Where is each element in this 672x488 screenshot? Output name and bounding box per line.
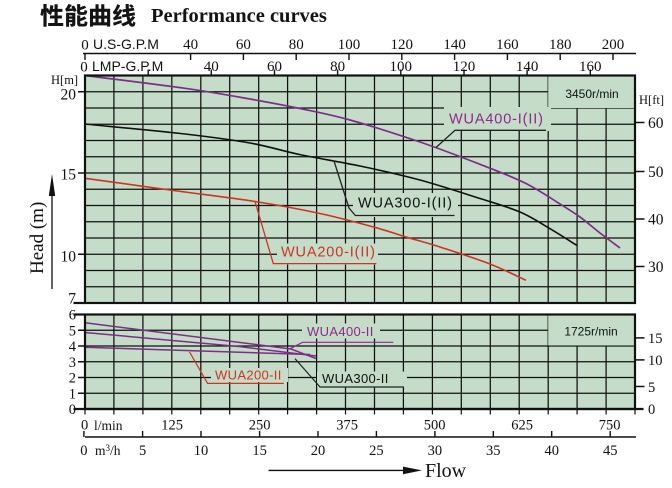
svg-text:140: 140 [443, 37, 466, 53]
svg-text:5: 5 [139, 443, 146, 459]
svg-text:WUA400-I(II): WUA400-I(II) [449, 112, 544, 128]
svg-text:5: 5 [648, 380, 655, 396]
svg-text:0: 0 [80, 60, 88, 76]
svg-text:0: 0 [80, 443, 87, 459]
svg-text:0: 0 [81, 418, 88, 434]
svg-text:125: 125 [161, 418, 183, 434]
svg-text:U.S-G.P.M: U.S-G.P.M [93, 36, 159, 52]
svg-text:40: 40 [648, 212, 664, 229]
svg-text:140: 140 [516, 59, 539, 75]
svg-text:80: 80 [289, 37, 304, 53]
svg-text:0: 0 [648, 402, 655, 418]
svg-text:0: 0 [81, 38, 89, 54]
svg-text:60: 60 [236, 37, 251, 53]
svg-text:10: 10 [648, 353, 663, 369]
svg-text:25: 25 [369, 443, 384, 459]
svg-text:7: 7 [68, 291, 76, 308]
svg-text:1: 1 [69, 386, 76, 402]
svg-text:0: 0 [69, 402, 76, 418]
svg-text:1725r/min: 1725r/min [564, 325, 617, 339]
svg-text:200: 200 [602, 37, 625, 53]
svg-text:15: 15 [252, 443, 267, 459]
svg-text:60: 60 [648, 115, 664, 132]
svg-text:375: 375 [336, 418, 358, 434]
svg-text:H[m]: H[m] [51, 73, 78, 87]
svg-text:3: 3 [69, 355, 76, 371]
svg-text:WUA400-II: WUA400-II [307, 324, 374, 339]
svg-text:45: 45 [603, 443, 618, 459]
svg-text:WUA200-I(II): WUA200-I(II) [281, 245, 376, 261]
svg-text:15: 15 [648, 331, 663, 347]
svg-text:20: 20 [311, 443, 326, 459]
svg-text:15: 15 [61, 167, 77, 184]
svg-text:WUA200-II: WUA200-II [215, 368, 282, 383]
svg-text:750: 750 [599, 418, 621, 434]
svg-text:Performance curves: Performance curves [151, 5, 327, 27]
svg-text:120: 120 [453, 59, 476, 75]
svg-text:60: 60 [267, 59, 282, 75]
svg-text:2: 2 [69, 371, 76, 387]
svg-text:4: 4 [69, 339, 77, 355]
svg-text:40: 40 [544, 443, 559, 459]
svg-text:m3/h: m3/h [95, 443, 121, 458]
svg-text:180: 180 [549, 37, 572, 53]
svg-text:160: 160 [496, 37, 519, 53]
svg-text:160: 160 [579, 59, 602, 75]
svg-text:40: 40 [204, 59, 219, 75]
svg-text:10: 10 [61, 249, 77, 266]
svg-text:80: 80 [330, 59, 345, 75]
svg-text:120: 120 [391, 37, 414, 53]
svg-text:WUA300-I(II): WUA300-I(II) [358, 196, 453, 212]
svg-text:5: 5 [69, 323, 76, 339]
svg-text:6: 6 [69, 308, 76, 324]
svg-text:35: 35 [486, 443, 501, 459]
svg-text:LMP-G.P.M: LMP-G.P.M [92, 58, 163, 74]
svg-text:WUA300-II: WUA300-II [322, 371, 389, 386]
svg-text:20: 20 [61, 87, 77, 104]
svg-text:Head (m): Head (m) [27, 202, 48, 274]
svg-text:30: 30 [648, 259, 664, 276]
svg-text:H[ft]: H[ft] [639, 93, 664, 107]
svg-text:10: 10 [194, 443, 209, 459]
svg-text:40: 40 [183, 37, 198, 53]
svg-text:100: 100 [390, 59, 413, 75]
svg-text:250: 250 [249, 418, 271, 434]
svg-text:625: 625 [511, 418, 533, 434]
svg-text:l/min: l/min [94, 418, 123, 433]
svg-text:3450r/min: 3450r/min [565, 87, 618, 101]
svg-text:50: 50 [648, 164, 664, 181]
svg-text:100: 100 [338, 37, 361, 53]
svg-text:Flow: Flow [425, 460, 467, 482]
svg-text:500: 500 [424, 418, 446, 434]
svg-text:30: 30 [428, 443, 443, 459]
